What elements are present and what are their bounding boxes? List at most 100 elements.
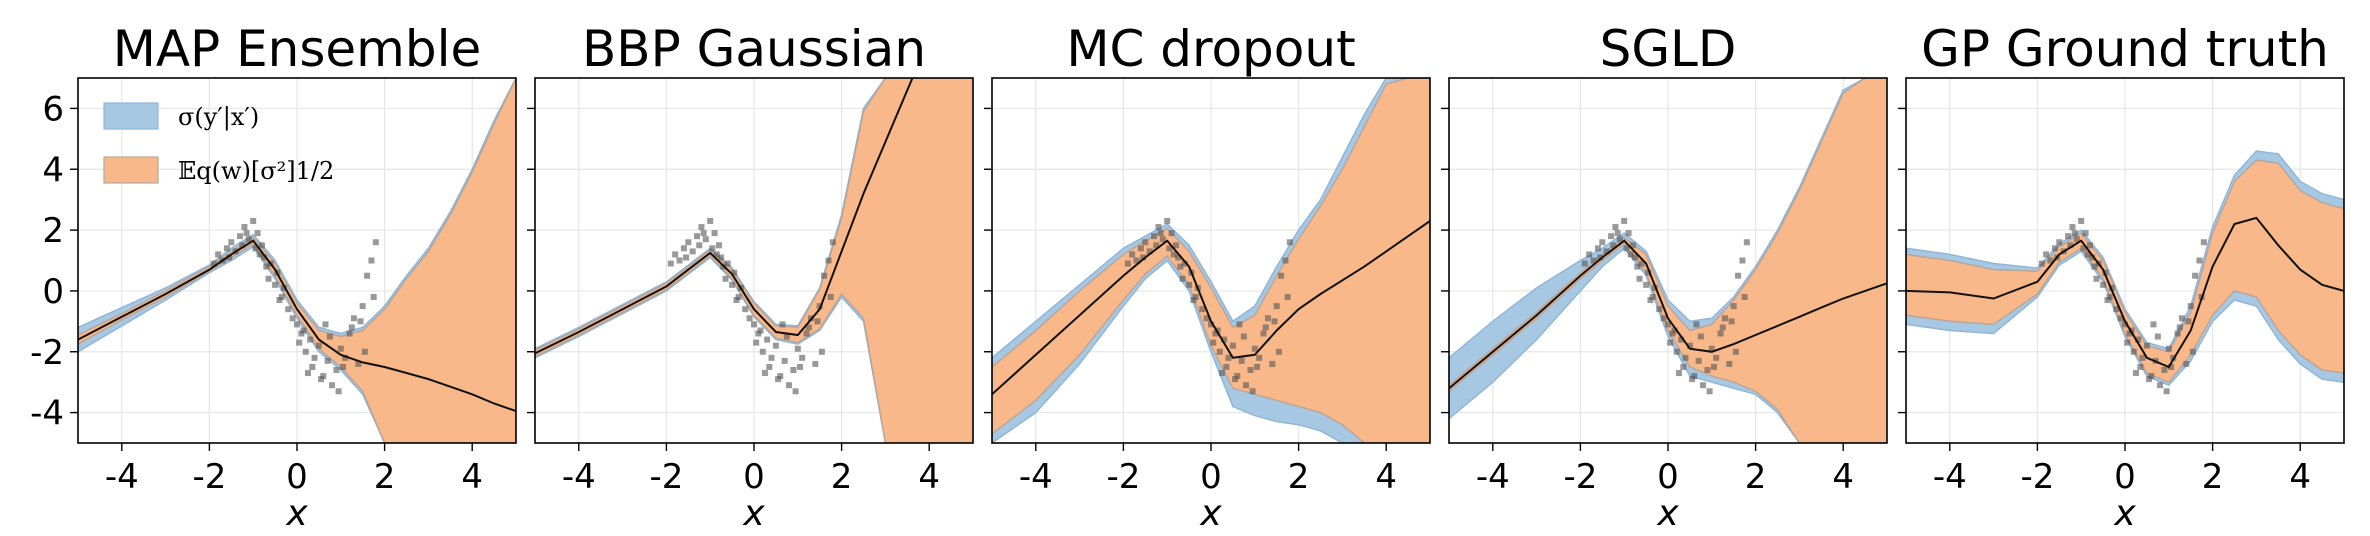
observation-point (2089, 254, 2096, 261)
observation-point (812, 360, 819, 367)
observation-point (1636, 275, 1643, 282)
observation-point (718, 254, 725, 261)
observation-point (803, 330, 810, 337)
observation-point (1632, 254, 1639, 261)
observation-point (1210, 339, 1217, 346)
observation-point (2078, 217, 2085, 224)
mean-line (992, 220, 1430, 396)
observation-point (1665, 321, 1671, 328)
observation-point (1172, 242, 1179, 249)
observation-point (742, 306, 749, 313)
observation-point (237, 233, 244, 240)
observation-point (329, 382, 336, 389)
observation-point (1608, 233, 1615, 240)
panel-title: SGLD (1600, 20, 1737, 78)
observation-point (1159, 236, 1166, 243)
observation-point (2185, 318, 2192, 325)
observation-point (2084, 251, 2091, 258)
observation-point (2183, 360, 2190, 367)
observation-point (2056, 239, 2063, 246)
observation-point (311, 354, 318, 361)
observation-point (348, 324, 355, 331)
observation-point (1667, 339, 1674, 346)
legend-label: 𝔼q(w)[σ²]1/2 (178, 157, 334, 185)
observation-point (2163, 388, 2170, 395)
x-tick-label: 0 (743, 457, 765, 497)
observation-point (302, 348, 309, 355)
x-tick-label: 0 (2114, 457, 2136, 497)
observation-point (709, 245, 716, 252)
observation-point (1594, 245, 1601, 252)
y-tick-label: 6 (42, 89, 64, 129)
observation-point (1243, 382, 1250, 389)
observation-point (796, 363, 803, 370)
observation-point (2148, 373, 2155, 380)
observation-point (2143, 342, 2150, 349)
plot-area (992, 78, 1430, 443)
observation-point (790, 367, 797, 373)
observation-point (1269, 360, 1276, 367)
observation-point (263, 263, 270, 270)
observation-point (278, 294, 285, 300)
observation-point (1693, 321, 1700, 328)
observation-point (794, 345, 801, 352)
observation-point (1680, 363, 1687, 370)
observation-point (1256, 354, 1263, 361)
band-expected-sigma (992, 78, 1430, 443)
observation-point (285, 306, 292, 313)
observation-point (1634, 263, 1641, 270)
observation-point (2065, 233, 2072, 240)
observation-point (1614, 230, 1621, 237)
observation-point (818, 348, 825, 355)
observation-point (1140, 254, 1147, 261)
observation-point (722, 275, 729, 282)
observation-point (777, 373, 784, 380)
observation-point (713, 251, 720, 258)
observation-point (1660, 315, 1667, 322)
observation-point (799, 354, 806, 361)
observation-point (1170, 251, 1177, 258)
observation-point (361, 348, 368, 355)
observation-point (294, 321, 300, 328)
observation-point (1146, 248, 1153, 255)
observation-point (337, 345, 344, 352)
x-tick-label: -2 (1563, 457, 1597, 497)
observation-point (711, 230, 718, 237)
observation-point (792, 388, 799, 395)
legend-label: σ(y′|x′) (178, 103, 259, 132)
observation-point (2200, 239, 2207, 246)
observation-point (772, 342, 779, 349)
observation-point (239, 242, 246, 249)
panel-4: -4 -2 0 2 4 SGLD x (1441, 20, 1888, 534)
observation-point (2135, 336, 2142, 343)
observation-point (1669, 330, 1676, 337)
observation-point (680, 245, 687, 252)
observation-point (2139, 354, 2146, 361)
observation-point (226, 254, 233, 261)
observation-point (2130, 348, 2137, 355)
observation-point (2071, 230, 2078, 237)
observation-point (1181, 260, 1188, 267)
observation-point (1706, 388, 1713, 395)
y-tick-label: 2 (42, 211, 64, 251)
observation-point (731, 269, 738, 276)
observation-point (2080, 245, 2087, 252)
observation-point (2154, 333, 2161, 340)
observation-point (1177, 263, 1184, 270)
x-tick-label: -2 (192, 457, 226, 497)
observation-point (243, 230, 250, 237)
observation-point (1713, 354, 1720, 361)
observation-point (2082, 230, 2089, 237)
y-tick-label: -2 (30, 333, 64, 373)
observation-point (816, 303, 823, 310)
observation-point (1610, 242, 1617, 249)
observation-point (322, 321, 329, 328)
observation-point (1249, 388, 1256, 395)
x-tick-label: 2 (2202, 457, 2224, 497)
observation-point (775, 376, 782, 383)
observation-point (307, 336, 314, 343)
observation-point (2161, 367, 2168, 373)
x-tick-label: 2 (831, 457, 853, 497)
observation-point (1599, 239, 1606, 246)
observation-point (326, 333, 333, 340)
